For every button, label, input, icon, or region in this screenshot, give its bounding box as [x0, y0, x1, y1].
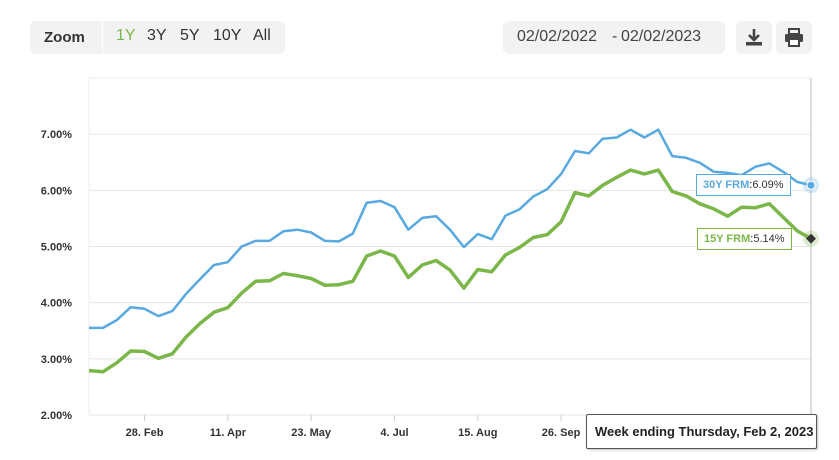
x-tick-label: 11. Apr	[210, 427, 247, 439]
x-tick-label: 4. Jul	[380, 427, 408, 439]
date-range-picker[interactable]: 02/02/2022 - 02/02/2023	[503, 21, 725, 54]
zoom-1y-button[interactable]: 1Y	[116, 27, 136, 44]
hover-tooltip: Week ending Thursday, Feb 2, 2023	[586, 414, 817, 449]
download-button[interactable]	[736, 21, 772, 54]
series-marker-30y	[806, 180, 816, 190]
zoom-divider	[102, 21, 103, 54]
x-tick-label: 15. Aug	[458, 427, 497, 439]
zoom-5y-button[interactable]: 5Y	[180, 27, 200, 44]
y-axis: 2.00% 3.00% 4.00% 5.00% 6.00% 7.00%	[41, 129, 72, 422]
y-tick-label: 5.00%	[41, 242, 72, 254]
x-tick-label: 23. May	[291, 427, 332, 439]
series-value-30y: 6.09%	[752, 179, 784, 192]
zoom-all-button[interactable]: All	[253, 27, 271, 44]
y-tick-label: 2.00%	[41, 410, 72, 422]
print-icon	[785, 28, 803, 47]
zoom-selector: Zoom 1Y 3Y 5Y 10Y All	[30, 21, 285, 54]
zoom-label: Zoom	[44, 29, 85, 46]
x-tick-label: 28. Feb	[126, 427, 164, 439]
y-tick-label: 7.00%	[41, 129, 72, 141]
y-tick-label: 4.00%	[41, 298, 72, 310]
y-tick-label: 6.00%	[41, 185, 72, 197]
series-line-30y	[89, 128, 812, 330]
download-icon	[746, 29, 762, 46]
y-tick-label: 3.00%	[41, 354, 72, 366]
x-axis: 28. Feb 11. Apr 23. May 4. Jul 15. Aug 26. Se…	[126, 415, 581, 439]
print-button[interactable]	[776, 21, 812, 54]
tooltip-text: Week ending Thursday, Feb 2, 2023	[595, 424, 814, 439]
series-label-30y: 30Y FRM:6.09%	[696, 174, 791, 197]
date-separator: -	[612, 28, 618, 45]
series-line-15y	[88, 168, 812, 374]
zoom-3y-button[interactable]: 3Y	[147, 27, 167, 44]
series-value-15y: 5.14%	[753, 232, 785, 245]
series-label-15y: 15Y FRM:5.14%	[697, 227, 792, 250]
series-name-15y: 15Y FRM	[704, 232, 751, 245]
series-group	[88, 78, 819, 415]
x-tick-label: 26. Sep	[542, 427, 581, 439]
series-name-30y: 30Y FRM	[703, 179, 750, 192]
date-to[interactable]: 02/02/2023	[621, 28, 702, 45]
date-from[interactable]: 02/02/2022	[517, 28, 598, 45]
series-marker-15y	[806, 233, 816, 244]
zoom-10y-button[interactable]: 10Y	[213, 27, 242, 44]
